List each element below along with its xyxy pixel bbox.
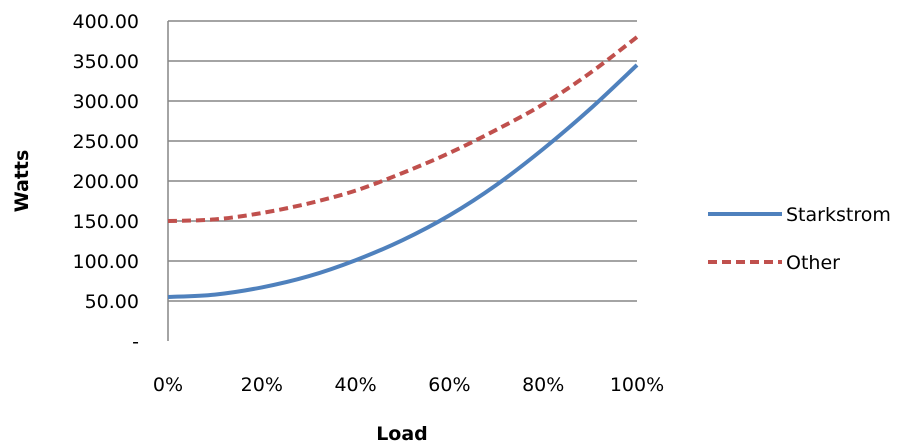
y-tick-label: 350.00	[73, 51, 139, 73]
x-axis-tick-labels: 0% 20% 40% 60% 80% 100%	[153, 374, 664, 396]
legend: Starkstrom Other	[708, 204, 891, 274]
legend-label-other: Other	[786, 252, 840, 274]
y-tick-label: 300.00	[73, 91, 139, 113]
x-tick-label: 60%	[428, 374, 470, 396]
series-line-other	[167, 35, 639, 223]
gridlines	[168, 20, 637, 302]
y-axis-tick-labels: 400.00 350.00 300.00 250.00 200.00 150.00 100.…	[73, 11, 139, 353]
y-tick-label: 100.00	[73, 251, 139, 273]
x-tick-label: 20%	[241, 374, 283, 396]
y-axis-title: Watts	[11, 150, 33, 213]
legend-label-starkstrom: Starkstrom	[786, 204, 891, 226]
x-tick-label: 0%	[153, 374, 183, 396]
series-lines	[167, 35, 639, 299]
y-tick-label: -	[132, 331, 139, 353]
y-tick-label: 50.00	[85, 291, 139, 313]
y-tick-label: 200.00	[73, 171, 139, 193]
x-tick-label: 40%	[334, 374, 376, 396]
x-tick-label: 100%	[610, 374, 664, 396]
x-tick-label: 80%	[522, 374, 564, 396]
y-tick-label: 400.00	[73, 11, 139, 33]
y-tick-label: 150.00	[73, 211, 139, 233]
x-axis-title: Load	[376, 423, 428, 445]
y-tick-label: 250.00	[73, 131, 139, 153]
series-line-starkstrom	[167, 63, 639, 299]
